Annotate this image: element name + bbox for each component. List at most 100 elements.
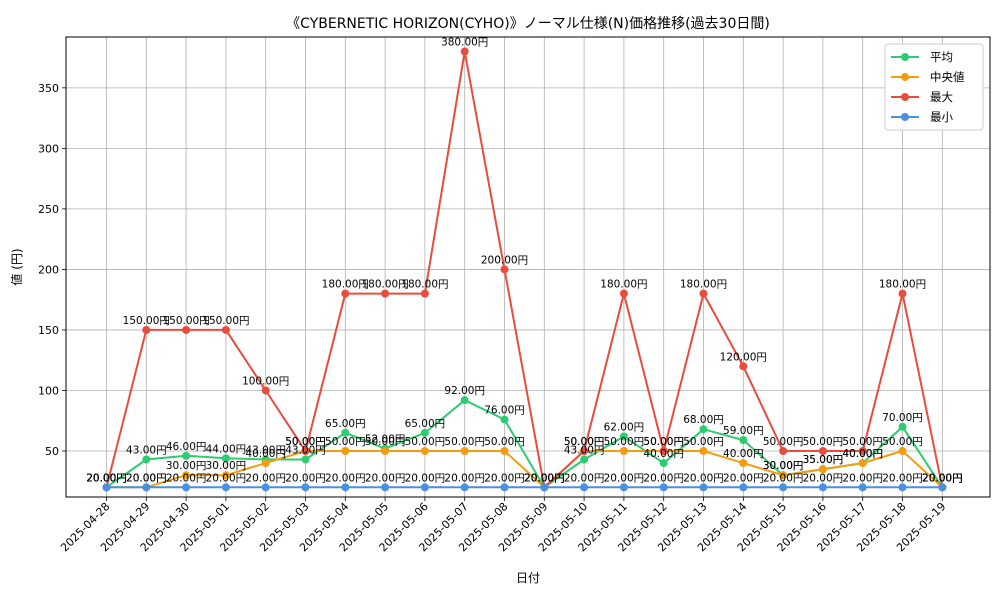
data-label: 180.00円 (879, 279, 926, 291)
data-point (460, 396, 469, 405)
data-point (699, 425, 708, 434)
data-label: 50.00円 (842, 436, 883, 448)
data-label: 43.00円 (245, 444, 286, 456)
data-point (500, 415, 509, 424)
data-label: 20.00円 (126, 472, 167, 484)
data-point (261, 459, 270, 468)
data-label: 150.00円 (202, 315, 249, 327)
data-label: 50.00円 (365, 436, 406, 448)
data-label: 40.00円 (245, 448, 286, 460)
data-label: 20.00円 (524, 472, 565, 484)
data-label: 92.00円 (444, 385, 485, 397)
data-label: 120.00円 (720, 351, 767, 363)
data-label: 50.00円 (803, 436, 844, 448)
data-label: 20.00円 (723, 472, 764, 484)
data-point (182, 471, 191, 480)
data-label: 20.00円 (86, 472, 127, 484)
data-point (659, 459, 668, 468)
data-label: 380.00円 (441, 37, 488, 49)
legend-label: 中央値 (930, 70, 965, 84)
data-label: 20.00円 (604, 472, 645, 484)
data-point (221, 471, 230, 480)
data-label: 20.00円 (524, 472, 565, 484)
data-point (460, 47, 469, 56)
data-label: 52.00円 (365, 434, 406, 446)
data-point (221, 325, 230, 334)
data-point (739, 362, 748, 371)
data-point (381, 447, 390, 455)
data-point (500, 483, 509, 492)
data-point (182, 325, 191, 334)
data-label: 70.00円 (882, 412, 923, 424)
data-label: 30.00円 (763, 460, 804, 472)
data-label: 50.00円 (683, 436, 724, 448)
data-point (580, 483, 589, 492)
data-label: 20.00円 (325, 472, 366, 484)
data-point (580, 447, 589, 455)
series-line (105, 51, 944, 490)
data-label: 50.00円 (285, 436, 326, 448)
data-label: 20.00円 (86, 472, 127, 484)
data-label: 50.00円 (444, 436, 485, 448)
data-point (739, 483, 748, 492)
y-tick-label: 150 (38, 324, 59, 337)
data-point (619, 289, 628, 298)
data-point (739, 436, 748, 445)
x-axis-title: 日付 (516, 571, 540, 585)
data-point (420, 447, 429, 455)
data-point (659, 483, 668, 492)
data-point (381, 483, 390, 492)
legend-marker (901, 73, 909, 81)
data-point (261, 386, 270, 395)
y-tick-label: 250 (38, 203, 59, 216)
data-label: 20.00円 (922, 472, 963, 484)
data-point (779, 471, 788, 480)
data-label: 30.00円 (763, 460, 804, 472)
legend-box (884, 43, 984, 131)
data-label: 50.00円 (325, 436, 366, 448)
data-point (898, 422, 907, 431)
series-line (106, 449, 943, 489)
data-label: 180.00円 (361, 279, 408, 291)
data-point (341, 447, 350, 455)
data-point (779, 483, 788, 492)
data-point (500, 265, 509, 274)
data-label: 46.00円 (166, 441, 207, 453)
data-point (659, 447, 668, 455)
data-label: 50.00円 (604, 436, 645, 448)
data-point (779, 447, 788, 455)
legend-marker (901, 53, 909, 61)
data-label: 40.00円 (723, 448, 764, 460)
data-point (938, 483, 947, 492)
data-label: 20.00円 (126, 472, 167, 484)
data-label: 150.00円 (162, 315, 209, 327)
chart-title: 《CYBERNETIC HORIZON(CYHO)》ノーマル仕様(N)価格推移(… (286, 16, 770, 32)
data-point (341, 483, 350, 492)
data-label: 43.00円 (285, 444, 326, 456)
data-point (619, 432, 628, 441)
data-label: 20.00円 (763, 472, 804, 484)
data-point (182, 483, 191, 492)
data-label: 20.00円 (882, 472, 923, 484)
data-label: 30.00円 (166, 460, 207, 472)
data-point (818, 483, 827, 492)
data-label: 50.00円 (405, 436, 446, 448)
data-label: 50.00円 (564, 436, 605, 448)
data-point (898, 289, 907, 298)
data-point (818, 465, 827, 474)
data-label: 20.00円 (842, 472, 883, 484)
data-label: 180.00円 (401, 279, 448, 291)
data-point (221, 483, 230, 492)
data-point (699, 483, 708, 492)
data-point (858, 459, 867, 468)
data-label: 100.00円 (242, 375, 289, 387)
legend-marker (901, 93, 909, 101)
data-label: 20.00円 (922, 472, 963, 484)
legend-label: 最小 (930, 110, 953, 124)
data-label: 20.00円 (643, 472, 684, 484)
data-label: 50.00円 (285, 436, 326, 448)
data-label: 20.00円 (524, 472, 565, 484)
data-label: 180.00円 (680, 279, 727, 291)
data-label: 50.00円 (882, 436, 923, 448)
